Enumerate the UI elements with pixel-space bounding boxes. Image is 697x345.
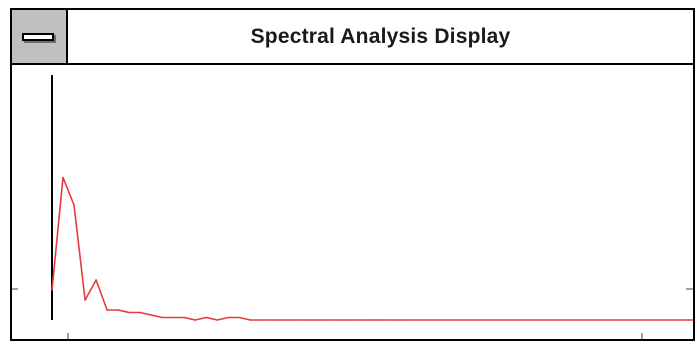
spectral-analysis-window: Spectral Analysis Display [10,8,695,341]
spectrum-plot-area [12,65,693,339]
spectrum-data-point [304,319,307,321]
spectrum-data-point [216,319,219,321]
spectrum-data-point [150,314,152,316]
spectrum-data-point [205,316,208,319]
spectrum-data-point [238,316,241,319]
spectrum-data-point [172,316,174,319]
spectrum-data-point [271,319,274,321]
spectrum-data-point [84,299,86,301]
spectrum-data-point [95,279,97,281]
spectrum-chart [12,75,693,339]
spectrum-data-point [227,316,230,319]
spectrum-data-point [139,311,141,314]
spectrum-data-point [392,319,395,321]
spectrum-data-point [260,319,263,321]
spectrum-data-point [282,319,285,321]
spectrum-data-point [62,176,64,179]
spectrum-data-point [381,319,384,321]
spectrum-data-point [249,319,252,321]
spectrum-series-line [51,176,693,321]
spectrum-data-point [403,319,406,321]
spectrum-data-point [348,319,351,321]
spectrum-data-point [73,204,75,206]
spectrum-data-point [359,319,362,321]
system-menu-icon [22,33,54,41]
spectrum-data-point [106,309,108,311]
spectrum-data-point [161,316,163,319]
spectrum-data-point [326,319,329,321]
spectrum-data-point [315,319,318,321]
spectrum-data-point [117,309,119,311]
spectrum-data-point [128,311,130,314]
spectrum-data-point [337,319,340,321]
spectrum-data-point [293,319,296,321]
spectrum-data-point [183,316,186,319]
title-bar[interactable]: Spectral Analysis Display [12,10,693,65]
window-title: Spectral Analysis Display [250,25,511,48]
spectrum-data-point [370,319,373,321]
spectrum-data-point [194,319,197,321]
system-menu-button[interactable] [12,10,68,63]
spectrum-data-point [51,289,53,291]
